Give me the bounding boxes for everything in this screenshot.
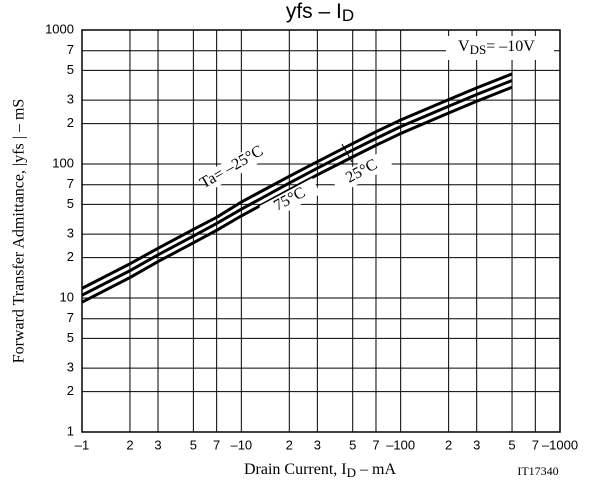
y-tick-label: 3 <box>67 360 74 375</box>
chart-title: yfs – ID <box>286 0 354 25</box>
curve-label-bg <box>331 149 393 195</box>
condition-sub: DS <box>470 42 487 57</box>
y-tick-label: 7 <box>67 42 74 57</box>
x-axis-label: Drain Current, ID – mA <box>244 461 396 480</box>
x-tick-label: 7 <box>372 437 379 452</box>
curve <box>81 72 513 290</box>
figure-id: IT17340 <box>517 464 558 478</box>
x-tick-label: 5 <box>508 437 515 452</box>
y-tick-label: 3 <box>67 226 74 241</box>
x-tick-label: 3 <box>314 437 321 452</box>
x-tick-label: 5 <box>190 437 197 452</box>
condition-box <box>446 36 554 60</box>
title-text: yfs – I <box>286 0 342 23</box>
y-tick-label: 10 <box>60 289 74 304</box>
condition: VDS= –10V <box>458 38 535 57</box>
x-tick-label: 7 <box>213 437 220 452</box>
y-axis-label: Forward Transfer Admittance, |yfs | – mS <box>11 99 28 364</box>
x-tick-label: 2 <box>126 437 133 452</box>
y-tick-label: 100 <box>52 155 74 170</box>
curve-label-bg <box>259 177 321 223</box>
curve <box>81 85 513 304</box>
y-tick-label: 7 <box>67 310 74 325</box>
x-tick-label: 7 <box>532 437 539 452</box>
y-tick-label: 2 <box>67 115 74 130</box>
x-tick-label: –100 <box>386 437 415 452</box>
curve <box>81 79 513 297</box>
x-label-text: Drain Current, I <box>244 461 347 478</box>
x-tick-label: –1 <box>75 437 89 452</box>
x-tick-label: 5 <box>349 437 356 452</box>
y-tick-label: 1 <box>67 423 74 438</box>
y-tick-label: 5 <box>67 330 74 345</box>
y-tick-label: 2 <box>67 383 74 398</box>
x-label-sub: D <box>347 465 356 480</box>
condition-text: V <box>458 38 470 55</box>
plot-frame <box>81 29 561 433</box>
x-label-unit: – mA <box>356 461 396 478</box>
y-tick-label: 1000 <box>45 21 74 36</box>
x-tick-label: –1000 <box>542 437 578 452</box>
y-tick-label: 5 <box>67 196 74 211</box>
condition-rest: = –10V <box>486 38 535 55</box>
x-tick-label: –10 <box>230 437 252 452</box>
y-tick-label: 2 <box>67 249 74 264</box>
title-sub: D <box>342 6 354 25</box>
y-tick-label: 5 <box>67 62 74 77</box>
x-tick-label: 2 <box>445 437 452 452</box>
x-tick-label: 3 <box>154 437 161 452</box>
y-tick-label: 3 <box>67 92 74 107</box>
curve-label-bg <box>201 145 263 191</box>
y-tick-label: 7 <box>67 176 74 191</box>
x-tick-label: 2 <box>286 437 293 452</box>
x-tick-label: 3 <box>473 437 480 452</box>
